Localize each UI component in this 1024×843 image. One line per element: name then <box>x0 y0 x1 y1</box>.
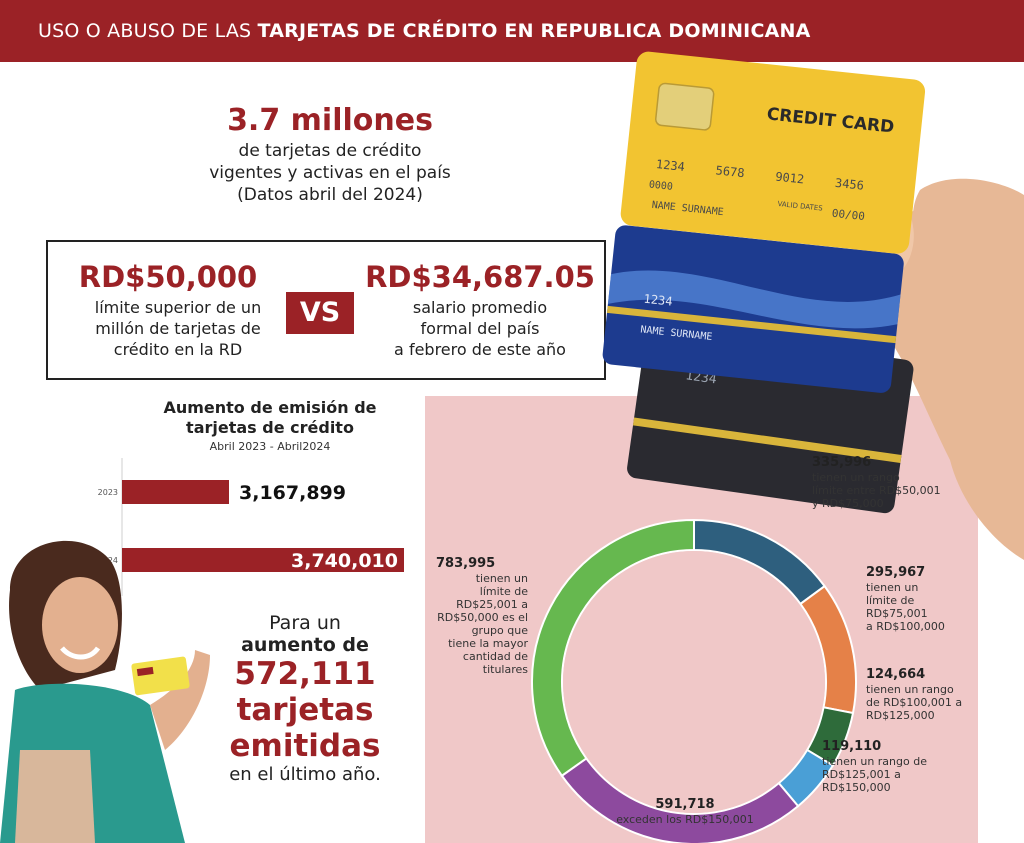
slice-label-0: 335,996 tienen un rango límite entre RD$… <box>812 456 972 510</box>
comparison-box: RD$50,000 límite superior de un millón d… <box>46 240 606 380</box>
growth-line6: en el último año. <box>229 764 381 785</box>
slice-label-1-desc-0: tienen un <box>866 581 919 594</box>
slice-label-2: 124,664 tienen un rango de RD$100,001 a … <box>866 668 976 722</box>
comparison-right-line3: a febrero de este año <box>394 340 566 359</box>
slice-label-2-desc-0: tienen un rango <box>866 683 954 696</box>
headline-line1: de tarjetas de crédito <box>238 141 422 161</box>
hand-illustration <box>869 203 1024 560</box>
donut-slice-5 <box>531 518 695 778</box>
headline-line3: (Datos abril del 2024) <box>237 185 423 205</box>
slice-label-5-desc-1: límite de <box>479 585 528 598</box>
comparison-left-line1: límite superior de un <box>94 298 262 317</box>
bar-2023 <box>122 480 229 504</box>
slice-label-5-desc-6: cantidad de <box>462 650 528 663</box>
comparison-right-value: RD$34,687.05 <box>365 260 595 294</box>
vs-badge: VS <box>286 292 354 334</box>
slice-label-5-desc-2: RD$25,001 a <box>456 598 528 611</box>
comparison-left-value: RD$50,000 <box>78 260 258 294</box>
slice-label-1-desc-2: a RD$100,000 <box>866 620 945 633</box>
comparison-left-line2: millón de tarjetas de <box>95 319 261 338</box>
slice-label-4-desc-0: exceden los RD$150,001 <box>616 813 754 826</box>
arm-shape <box>150 650 210 750</box>
slice-label-5-desc-0: tienen un <box>475 572 528 585</box>
slice-label-5-desc-4: grupo que <box>471 624 528 637</box>
slice-label-0-desc-1: límite entre RD$50,001 <box>812 484 941 497</box>
headline-value: 3.7 millones <box>227 103 433 138</box>
comparison-left-desc: límite superior de un millón de tarjetas… <box>68 297 288 360</box>
card-yellow-valid-value: 00/00 <box>831 207 865 223</box>
growth-line4: tarjetas <box>236 692 374 728</box>
slice-label-0-desc-0: tienen un rango <box>812 471 900 484</box>
bar-2024 <box>122 548 404 572</box>
bar-value-label: 3,167,899 <box>239 482 346 504</box>
woman-illustration <box>0 540 210 843</box>
slice-label-3-desc-1: RD$125,001 a <box>822 768 901 781</box>
slice-label-3: 119,110 tienen un rango de RD$125,001 a … <box>822 740 952 794</box>
header-title-plain: USO O ABUSO DE LAS <box>38 20 258 42</box>
growth-line2: aumento de <box>241 634 369 656</box>
held-card-icon <box>131 656 190 696</box>
card-blue-number: 1234 <box>643 292 673 309</box>
growth-summary: Para un aumento de 572,111 tarjetas emit… <box>205 612 405 785</box>
comparison-right-line2: formal del país <box>420 319 540 338</box>
card-yellow: CREDIT CARD 1234 5678 9012 3456 0000 VAL… <box>620 51 926 254</box>
growth-line1: Para un <box>269 612 341 634</box>
slice-label-5-desc-3: RD$50,000 es el <box>437 611 528 624</box>
bar-category-label: 2023 <box>98 488 118 497</box>
headline-description: de tarjetas de crédito vigentes y activa… <box>170 140 490 206</box>
card-yellow-number-4: 3456 <box>834 176 864 193</box>
slice-label-3-value: 119,110 <box>822 739 882 754</box>
slice-label-2-desc-1: de RD$100,001 a <box>866 696 963 709</box>
header-title-bold: TARJETAS DE CRÉDITO EN REPUBLICA DOMINIC… <box>257 20 811 42</box>
card-yellow-small: 0000 <box>648 179 673 192</box>
bar-value-label: 3,740,010 <box>291 550 398 572</box>
bar-chart-subtitle: Abril 2023 - Abril2024 <box>209 440 331 453</box>
card-yellow-number-2: 5678 <box>715 163 745 180</box>
bar-chart-title: Aumento de emisión de tarjetas de crédit… <box>163 398 377 437</box>
slice-label-1-value: 295,967 <box>866 565 926 580</box>
growth-line5: emitidas <box>229 728 381 764</box>
slice-label-2-desc-2: RD$125,000 <box>866 709 935 722</box>
slice-label-4-value: 591,718 <box>655 797 715 812</box>
donut-hole <box>563 551 825 813</box>
headline-line2: vigentes y activas en el país <box>209 163 451 183</box>
growth-number: 572,111 <box>234 656 376 692</box>
header-title: USO O ABUSO DE LAS TARJETAS DE CRÉDITO E… <box>38 20 811 42</box>
slice-label-0-value: 335,996 <box>812 455 872 470</box>
comparison-left-line3: crédito en la RD <box>113 340 243 359</box>
card-blue: 1234 NAME SURNAME <box>602 225 904 393</box>
slice-label-0-desc-2: y RD$75,000 <box>812 497 884 510</box>
slice-label-5-desc-7: titulares <box>482 663 528 676</box>
smile-shape <box>60 646 101 660</box>
card-yellow-number-1: 1234 <box>655 157 685 174</box>
slice-label-4: 591,718 exceden los RD$150,001 <box>600 798 770 826</box>
header-bar: USO O ABUSO DE LAS TARJETAS DE CRÉDITO E… <box>0 0 1024 62</box>
slice-label-5: 783,995 tienen un límite de RD$25,001 a … <box>430 557 528 676</box>
slice-label-5-value: 783,995 <box>436 556 496 571</box>
credit-cards-illustration: 1234 1234 NAME SURNAME CREDIT CARD 1234 … <box>602 51 1024 560</box>
slice-label-5-desc-5: tiene la mayor <box>448 637 528 650</box>
slice-label-2-value: 124,664 <box>866 667 926 682</box>
shopping-bag-icon <box>15 750 95 843</box>
comparison-right-line1: salario promedio <box>412 298 548 317</box>
slice-label-3-desc-2: RD$150,000 <box>822 781 891 794</box>
slice-label-1: 295,967 tienen un límite de RD$75,001 a … <box>866 566 976 633</box>
fingers-illustration <box>912 178 1024 300</box>
comparison-right-desc: salario promedio formal del país a febre… <box>380 297 580 360</box>
card-yellow-number-3: 9012 <box>775 170 805 187</box>
donut-chart <box>531 518 857 843</box>
slice-label-1-desc-1: límite de RD$75,001 <box>866 594 928 620</box>
slice-label-3-desc-0: tienen un rango de <box>822 755 927 768</box>
